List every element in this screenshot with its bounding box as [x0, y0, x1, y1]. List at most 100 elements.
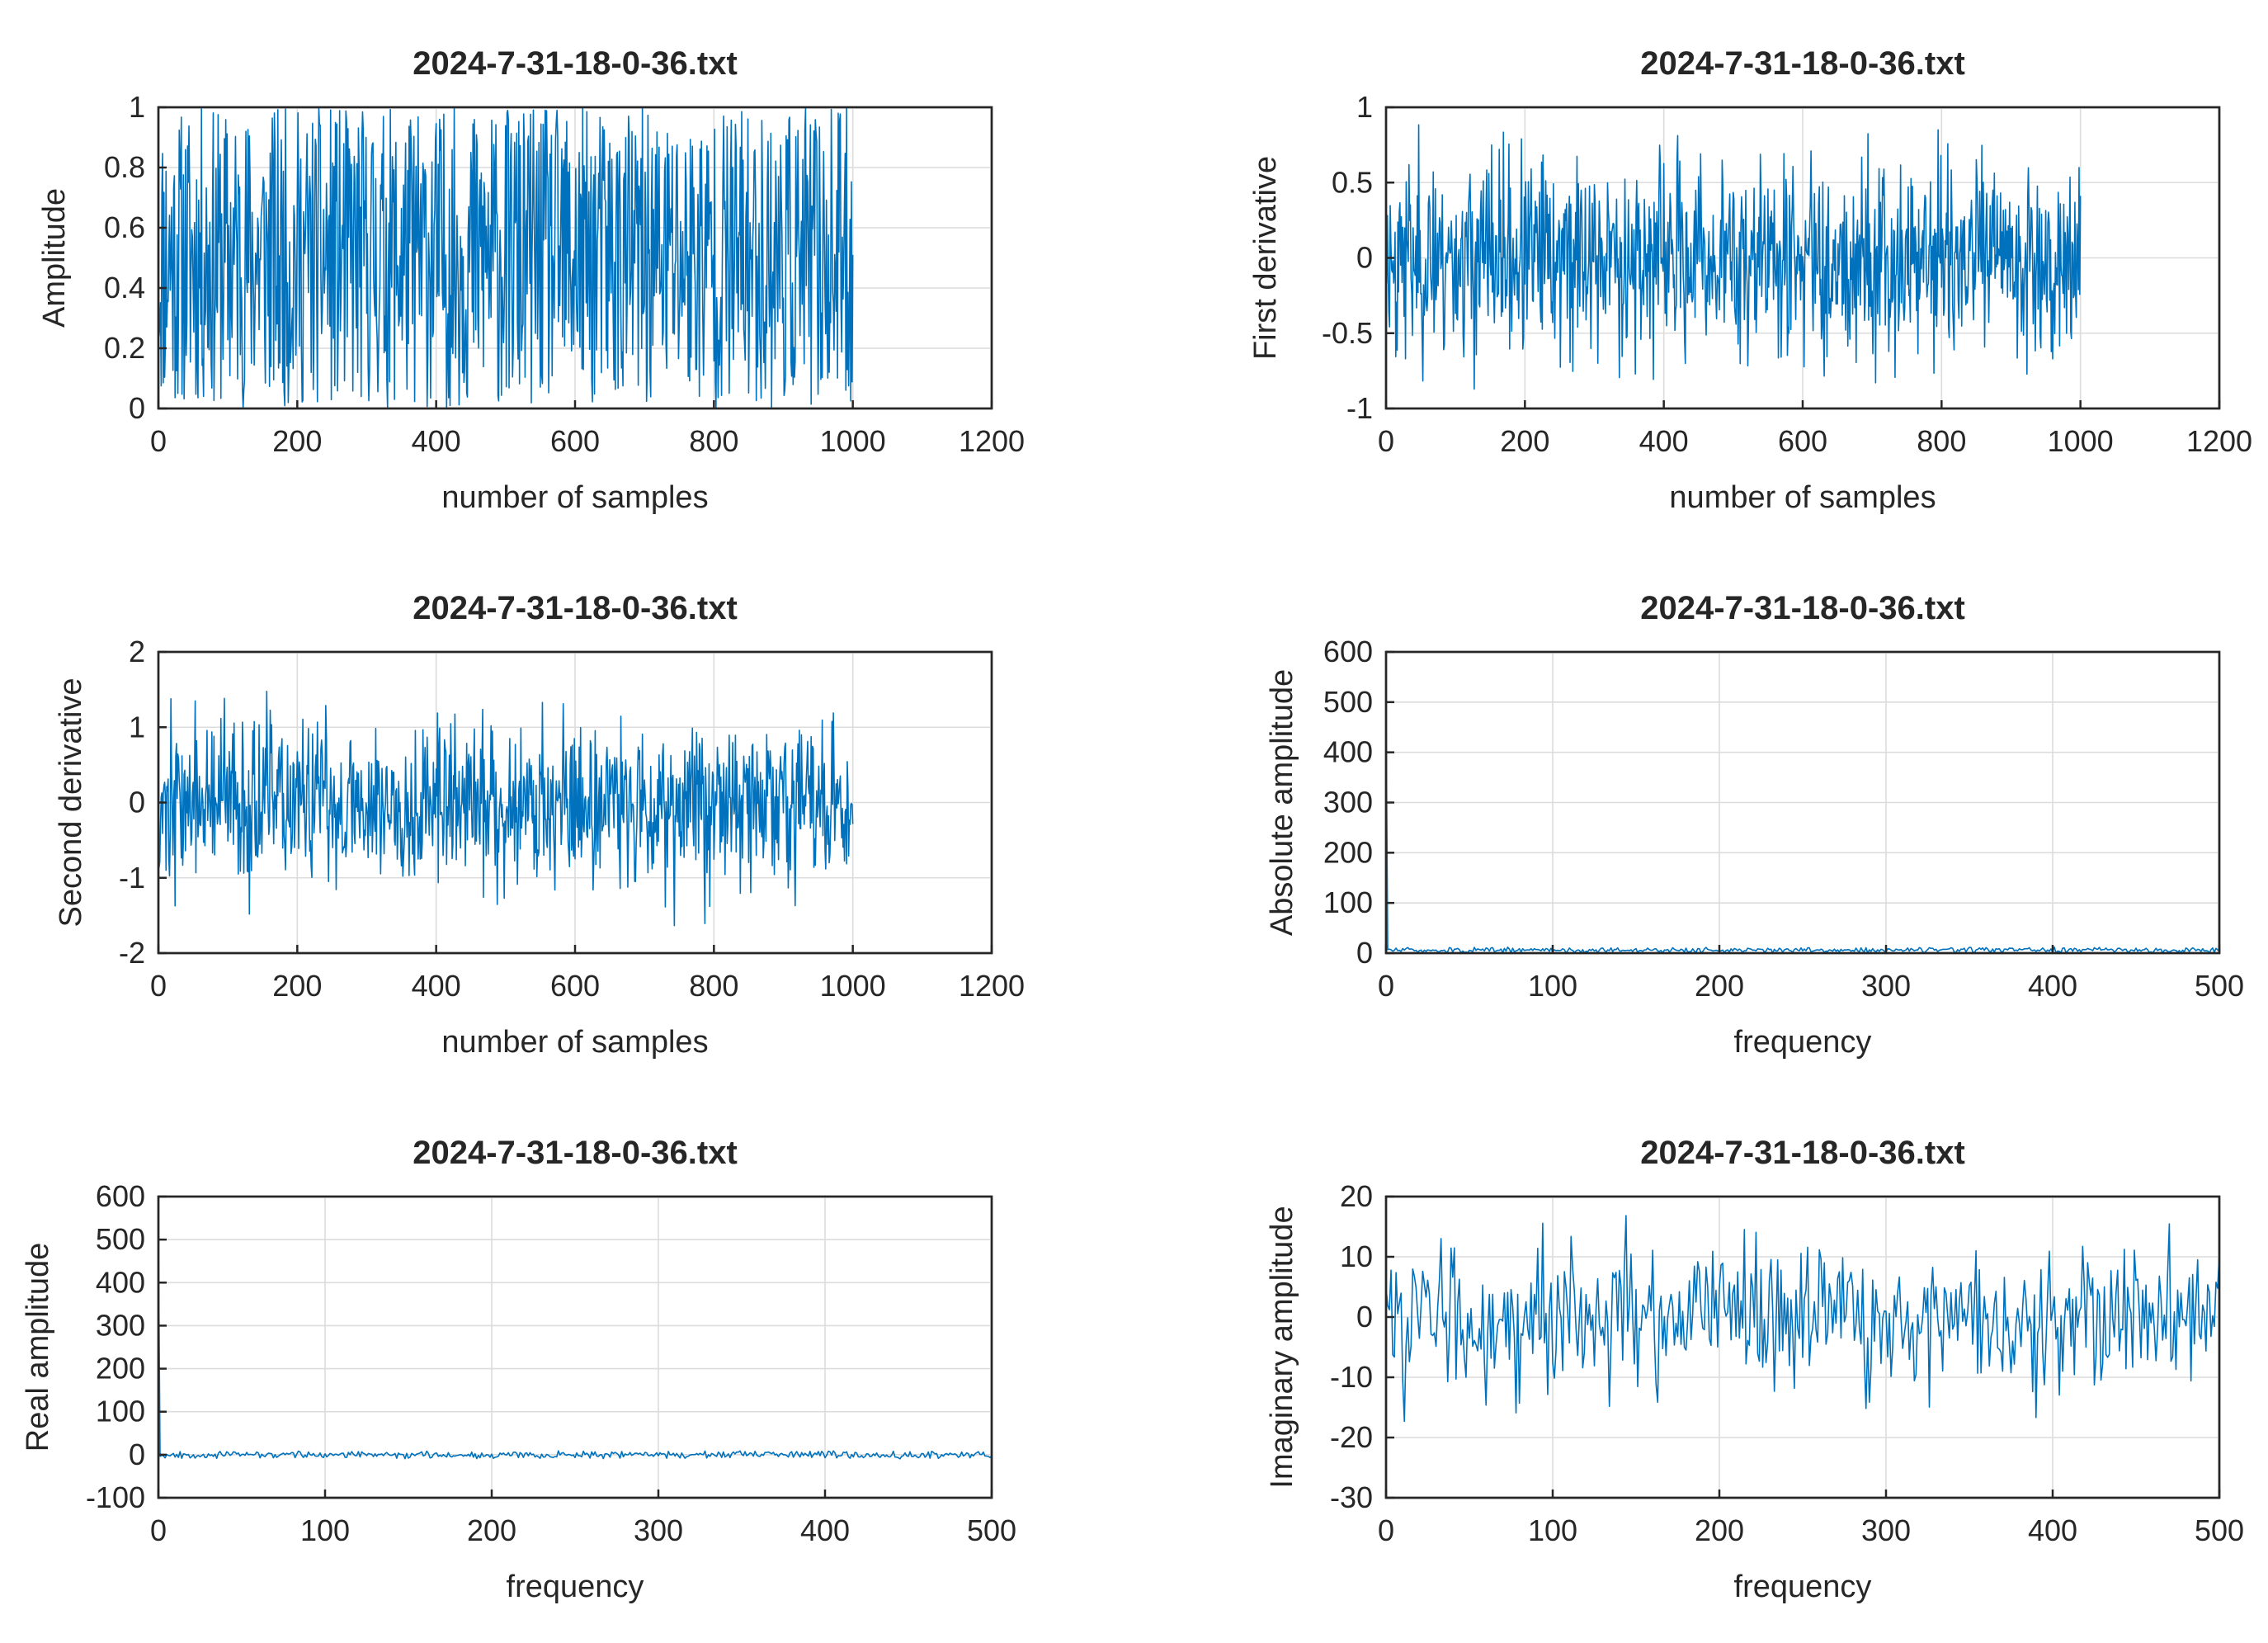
- x-tick-label: 1200: [959, 424, 1025, 458]
- y-tick-label: 1: [129, 90, 145, 124]
- chart-title: 2024-7-31-18-0-36.txt: [413, 590, 738, 626]
- x-tick-label: 600: [550, 969, 600, 1003]
- x-tick-label: 1000: [820, 424, 886, 458]
- series-line-amplitude: [158, 107, 854, 408]
- subplot-real-amplitude: 0 100 200 300 400 500-10001002003004005006002…: [21, 1135, 1016, 1604]
- x-tick-label: 400: [2028, 1513, 2077, 1547]
- series-line-second-derivative: [158, 690, 854, 927]
- x-tick-label: 1200: [2186, 424, 2252, 458]
- series-line-real-amplitude: [158, 1239, 992, 1460]
- x-axis-label: frequency: [1734, 1025, 1872, 1060]
- x-tick-label: 200: [272, 424, 322, 458]
- x-axis-label: number of samples: [1669, 480, 1936, 515]
- subplot-amplitude: 0 200 400 600 800 1000 1200 0 0.2 0.4 0.6 0.8 1 2024-…: [37, 45, 1025, 515]
- y-axis-label: Second derivative: [54, 678, 88, 927]
- y-tick-label: 0: [129, 1438, 145, 1471]
- axes-box: [1384, 1195, 2221, 1499]
- chart-title: 2024-7-31-18-0-36.txt: [1640, 45, 1965, 82]
- y-tick-label: -2: [119, 936, 145, 970]
- x-tick-label: 100: [1528, 969, 1577, 1003]
- x-tick-label: 600: [1778, 424, 1827, 458]
- chart-title: 2024-7-31-18-0-36.txt: [1640, 1135, 1965, 1171]
- x-tick-label: 200: [1500, 424, 1549, 458]
- y-tick-label: -10: [1330, 1360, 1373, 1394]
- subplot-absolute-amplitude: 0 100 200 300 400 500 0 100 200 300 400 500 600 2024-…: [1265, 590, 2244, 1060]
- x-tick-label: 200: [1695, 1513, 1744, 1547]
- y-axis-label: Imaginary amplitude: [1265, 1206, 1299, 1488]
- axes-box: [157, 1195, 993, 1499]
- y-tick-label: 600: [96, 1179, 145, 1213]
- y-tick-label: 100: [96, 1395, 145, 1428]
- y-axis-label: Amplitude: [37, 188, 72, 328]
- x-axis-label: frequency: [507, 1570, 644, 1604]
- x-tick-label: 300: [634, 1513, 683, 1547]
- y-tick-label: -100: [86, 1480, 145, 1514]
- x-tick-label: 800: [1917, 424, 1966, 458]
- y-tick-label: 1: [1356, 90, 1373, 124]
- y-tick-label: 2: [129, 635, 145, 668]
- y-tick-label: 0.6: [104, 210, 145, 244]
- y-tick-label: 1: [129, 710, 145, 744]
- x-axis-label: number of samples: [441, 1025, 708, 1060]
- x-tick-label: 100: [300, 1513, 350, 1547]
- y-tick-label: 500: [1323, 685, 1373, 719]
- y-tick-label: 0.2: [104, 331, 145, 365]
- x-tick-label: 300: [1861, 1513, 1911, 1547]
- x-axis-label: number of samples: [441, 480, 708, 515]
- y-tick-label: 200: [1323, 835, 1373, 869]
- y-tick-label: 400: [1323, 735, 1373, 769]
- x-tick-label: 200: [1695, 969, 1744, 1003]
- x-tick-label: 500: [2195, 969, 2244, 1003]
- chart-title: 2024-7-31-18-0-36.txt: [413, 1135, 738, 1171]
- y-axis-label: First derivative: [1248, 156, 1283, 360]
- x-tick-label: 500: [2195, 1513, 2244, 1547]
- y-tick-label: -0.5: [1322, 316, 1373, 350]
- y-tick-label: 0: [1356, 936, 1373, 970]
- x-tick-label: 0: [1378, 969, 1394, 1003]
- y-tick-label: 0: [1356, 1300, 1373, 1334]
- x-tick-label: 200: [467, 1513, 516, 1547]
- x-tick-label: 0: [1378, 1513, 1394, 1547]
- y-tick-label: 200: [96, 1352, 145, 1386]
- series-line-imaginary-amplitude: [1386, 1215, 2219, 1423]
- y-tick-label: 600: [1323, 635, 1373, 668]
- y-tick-label: 300: [1323, 786, 1373, 819]
- subplot-grid: 0 200 400 600 800 1000 120000.20.40.60.812024-…: [21, 45, 2252, 1604]
- y-tick-label: 400: [96, 1265, 145, 1299]
- y-axis-label: Real amplitude: [21, 1243, 55, 1452]
- x-tick-label: 500: [967, 1513, 1016, 1547]
- y-tick-label: 0: [1356, 241, 1373, 275]
- y-tick-label: -1: [1346, 391, 1373, 425]
- x-tick-label: 400: [412, 424, 461, 458]
- y-tick-label: -20: [1330, 1420, 1373, 1454]
- x-axis-label: frequency: [1734, 1570, 1872, 1604]
- x-tick-label: 0: [150, 424, 167, 458]
- y-tick-label: 0.4: [104, 271, 145, 305]
- x-tick-label: 100: [1528, 1513, 1577, 1547]
- chart-title: 2024-7-31-18-0-36.txt: [1640, 590, 1965, 626]
- y-tick-label: 10: [1340, 1239, 1373, 1273]
- y-tick-label: 0.8: [104, 150, 145, 184]
- y-tick-label: 0: [129, 786, 145, 819]
- x-tick-label: 0: [1378, 424, 1394, 458]
- x-tick-label: 400: [1639, 424, 1689, 458]
- series-line-first-derivative: [1386, 124, 2082, 390]
- y-tick-label: 20: [1340, 1179, 1373, 1213]
- x-tick-label: 600: [550, 424, 600, 458]
- x-tick-label: 200: [272, 969, 322, 1003]
- x-tick-label: 400: [800, 1513, 850, 1547]
- y-axis-label: Absolute amplitude: [1265, 669, 1299, 936]
- y-tick-label: 300: [96, 1308, 145, 1342]
- chart-title: 2024-7-31-18-0-36.txt: [413, 45, 738, 82]
- x-tick-label: 1200: [959, 969, 1025, 1003]
- subplot-first-derivative: 0 200 400 600 800 1000 1200 -1 -0.5 0 0.5 1 2024-7-3…: [1248, 45, 2252, 515]
- x-tick-label: 300: [1861, 969, 1911, 1003]
- series-line-absolute-amplitude: [1386, 701, 2219, 953]
- y-tick-label: -1: [119, 861, 145, 895]
- x-tick-label: 1000: [2048, 424, 2114, 458]
- subplot-second-derivative: 0 200 400 600 800 1000 1200 -2 -1 0 1 2 2024-7-31-18…: [54, 590, 1025, 1060]
- x-tick-label: 800: [689, 424, 738, 458]
- y-tick-label: 100: [1323, 885, 1373, 919]
- x-tick-label: 800: [689, 969, 738, 1003]
